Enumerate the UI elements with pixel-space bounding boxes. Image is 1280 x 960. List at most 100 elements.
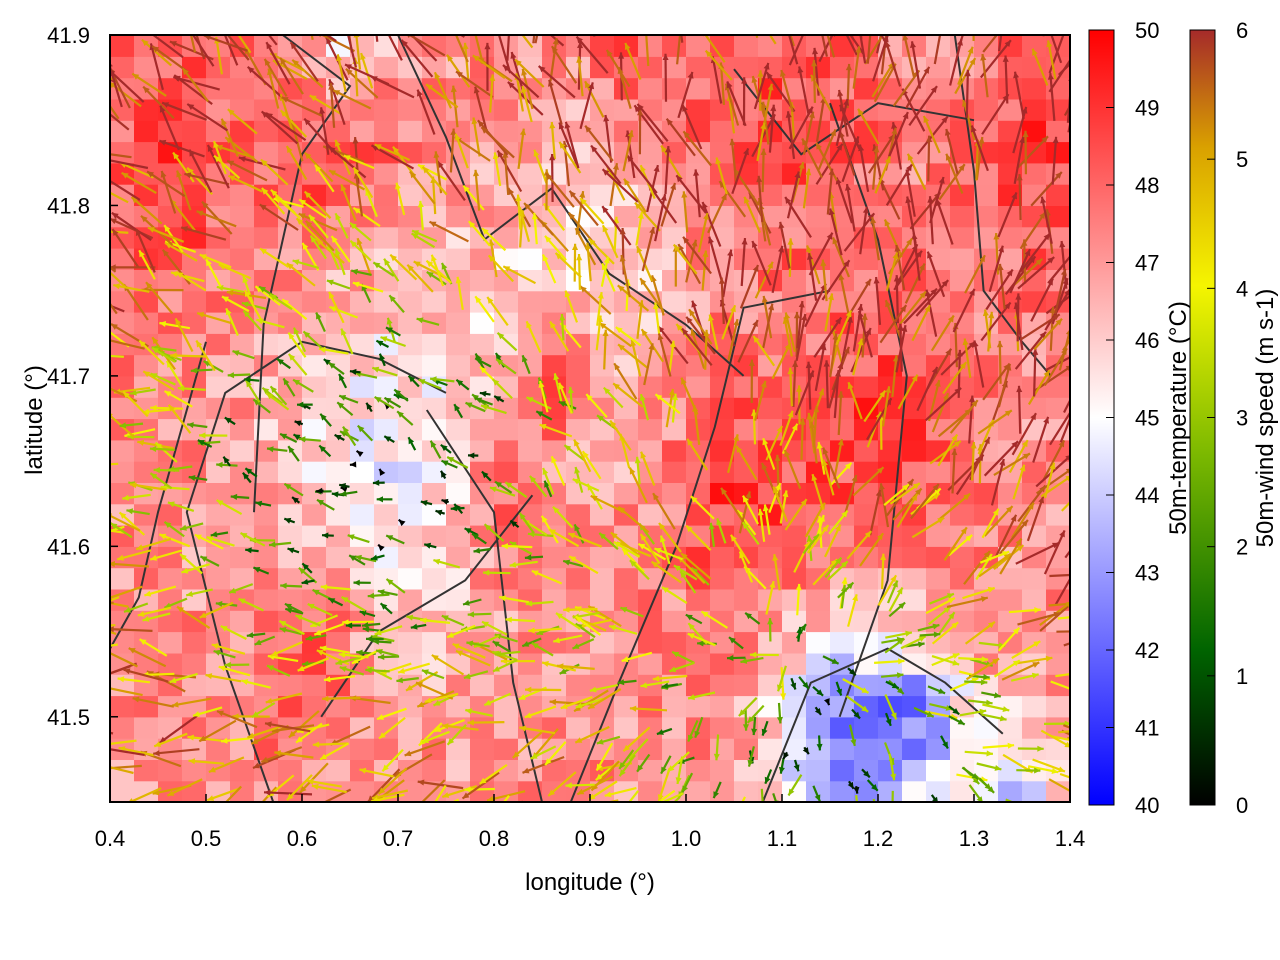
heatmap-cell	[278, 461, 303, 483]
wind-vector	[180, 226, 227, 241]
wind-vector-head	[643, 25, 649, 31]
wind-vector-head	[776, 716, 783, 724]
wind-vector-head	[775, 805, 781, 812]
wind-vector-head	[169, 41, 177, 47]
wind-vector-head	[124, 606, 131, 613]
wind-vector	[227, 108, 258, 135]
wind-vector-head	[953, 441, 961, 448]
wind-vector-head	[853, 786, 860, 794]
wind-vector	[871, 61, 895, 98]
heatmap-cell	[518, 780, 543, 802]
wind-colorbar-label: 50m-wind speed (m s-1)	[1252, 289, 1279, 548]
wind-vector-head	[1012, 660, 1020, 667]
wind-vector	[896, 493, 919, 528]
heatmap-cell	[230, 418, 255, 441]
wind-vector-head	[861, 687, 869, 693]
wind-vector	[523, 202, 555, 236]
heatmap-cell	[1046, 375, 1070, 398]
wind-vector	[472, 54, 506, 79]
wind-vector-head	[820, 259, 827, 267]
wind-vector-head	[382, 764, 389, 772]
heatmap-cell	[326, 546, 351, 569]
heatmap-cell	[494, 269, 519, 292]
wind-vector-head	[1074, 85, 1080, 92]
heatmap-cell	[230, 780, 255, 802]
wind-vector-head	[617, 67, 624, 75]
wind-vector-head	[890, 773, 897, 781]
wind-vector	[951, 448, 956, 494]
wind-vector-head	[1002, 706, 1010, 712]
wind-vector-head	[962, 338, 969, 346]
wind-vector-head	[538, 66, 546, 73]
wind-vector-head	[1011, 192, 1017, 200]
wind-vector	[839, 273, 850, 317]
wind-vector	[876, 35, 883, 54]
wind-vector	[354, 171, 364, 217]
heatmap-cell	[398, 631, 423, 654]
wind-vector-head	[501, 543, 508, 550]
wind-vector-head	[629, 467, 636, 475]
heatmap-cell	[590, 226, 615, 249]
heatmap-cell	[374, 226, 399, 249]
wind-vector-head	[481, 127, 489, 134]
wind-vector-head	[686, 316, 693, 324]
colorbar-tick-label: 2	[1236, 535, 1248, 560]
heatmap-cell	[566, 56, 591, 79]
heatmap-cell	[518, 567, 543, 590]
wind-vector-head	[339, 483, 346, 489]
wind-vector-head	[847, 316, 853, 323]
heatmap-cell	[974, 716, 999, 739]
wind-vector-head	[406, 684, 413, 691]
heatmap-cell	[446, 290, 471, 313]
wind-vector-head	[259, 286, 266, 293]
wind-vector-head	[264, 789, 271, 796]
heatmap-cell	[1022, 162, 1047, 185]
wind-vector	[980, 301, 1012, 342]
wind-vector-head	[447, 738, 455, 745]
wind-vector-head	[159, 105, 166, 113]
wind-vector	[110, 601, 114, 604]
wind-vector-head	[1076, 793, 1083, 799]
wind-vector-head	[609, 624, 616, 631]
wind-vector-head	[536, 411, 544, 417]
wind-vector-head	[374, 144, 382, 150]
wind-vector-head	[964, 409, 972, 416]
wind-vector	[434, 784, 447, 802]
heatmap-cell	[302, 610, 327, 633]
heatmap-cell	[998, 269, 1023, 292]
wind-vector-head	[454, 404, 461, 412]
heatmap-cell	[470, 759, 495, 782]
wind-vector	[558, 122, 579, 168]
wind-vector-head	[164, 602, 172, 609]
wind-vector-head	[587, 483, 594, 491]
heatmap-cell	[278, 333, 303, 356]
wind-vector-head	[629, 705, 637, 712]
wind-vector-head	[649, 227, 656, 234]
wind-vector-head	[618, 52, 625, 59]
heatmap-cell	[110, 354, 135, 377]
heatmap-cell	[326, 439, 351, 462]
heatmap-cell	[374, 248, 399, 270]
wind-vector-head	[653, 302, 660, 310]
wind-vector-head	[150, 554, 158, 561]
wind-vector	[720, 277, 725, 324]
wind-vector-head	[119, 422, 127, 429]
wind-vector	[660, 144, 683, 180]
wind-vector-head	[304, 191, 312, 199]
wind-vector-head	[312, 589, 320, 596]
wind-vector	[628, 467, 648, 504]
wind-vector-head	[841, 577, 848, 585]
wind-vector-head	[614, 363, 621, 371]
wind-vector-head	[896, 636, 904, 643]
wind-vector-head	[482, 228, 489, 235]
wind-vector-head	[153, 750, 160, 757]
heatmap-cell	[998, 610, 1023, 633]
heatmap-cell	[374, 333, 399, 356]
wind-vector	[984, 309, 992, 349]
wind-vector-head	[530, 753, 538, 759]
heatmap-cell	[518, 418, 543, 441]
heatmap-cell	[686, 98, 711, 121]
wind-vector-head	[475, 353, 482, 361]
wind-vector	[549, 37, 558, 82]
wind-vector-head	[533, 149, 540, 157]
